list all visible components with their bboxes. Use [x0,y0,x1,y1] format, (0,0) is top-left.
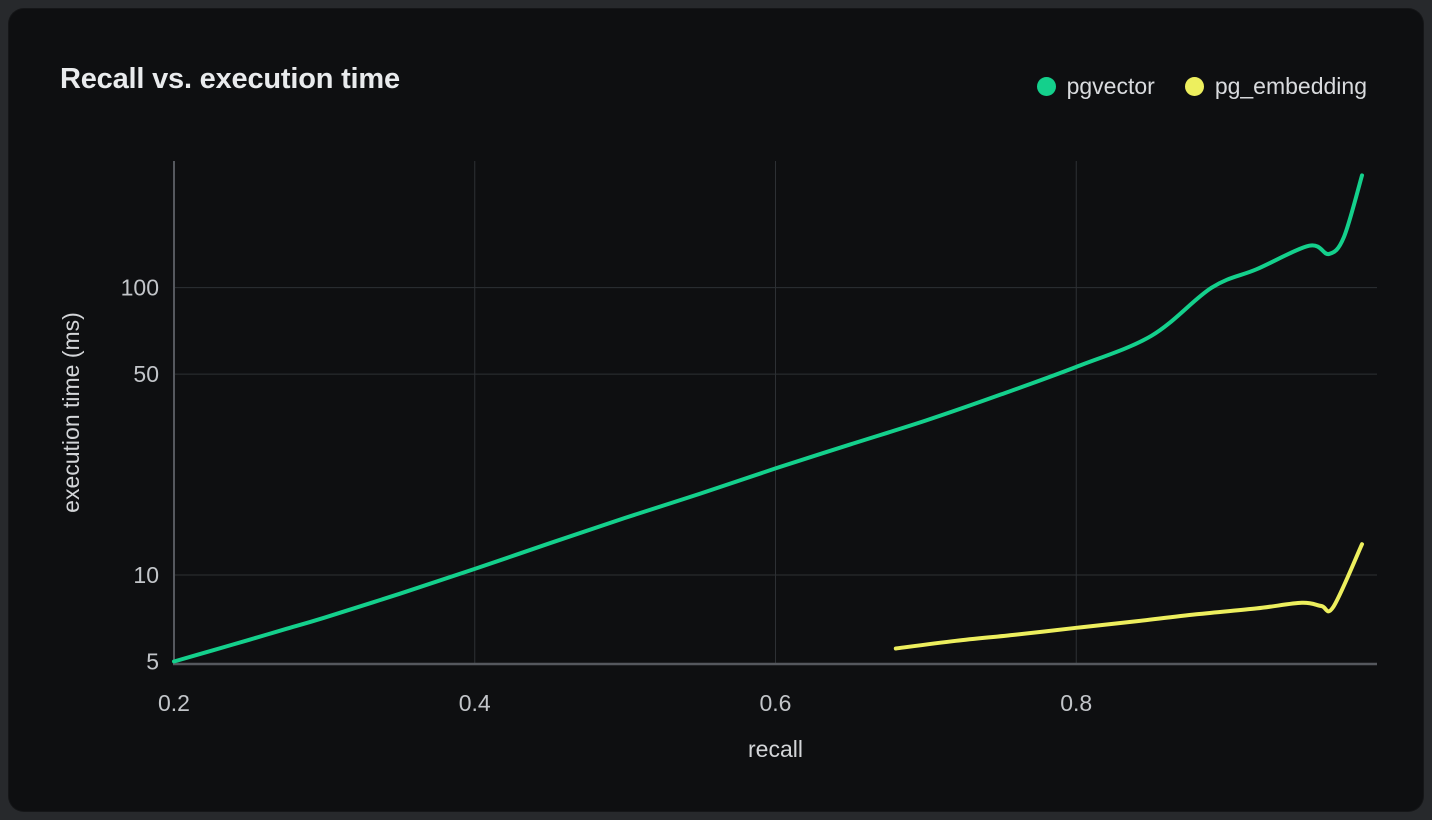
legend-item-pg-embedding[interactable]: pg_embedding [1184,73,1367,100]
x-tick-label: 0.6 [760,690,792,716]
x-tick-label: 0.8 [1060,690,1092,716]
legend-swatch-pg-embedding-icon [1184,77,1204,96]
legend-label-pg-embedding: pg_embedding [1214,73,1367,99]
legend: pgvector pg_embedding [1036,73,1367,100]
x-tick-label: 0.2 [158,690,190,716]
series-line-pg_embedding [893,542,1364,651]
y-tick-label: 5 [146,648,159,674]
y-tick-label: 50 [133,361,159,387]
legend-swatch-pgvector-icon [1036,77,1056,96]
series-line-pgvector [172,173,1364,664]
legend-item-pgvector[interactable]: pgvector [1036,73,1155,100]
y-tick-label: 100 [121,275,159,301]
y-axis-title: execution time (ms) [58,312,84,513]
legend-label-pgvector: pgvector [1066,73,1155,99]
x-axis-title: recall [748,736,803,762]
x-tick-label: 0.4 [459,690,491,716]
chart-title: Recall vs. execution time [60,63,400,95]
chart-card: 5 10 50 100 0.2 0.4 0.6 0.8 recall execution time… [8,8,1424,812]
chart-plot-area: 5 10 50 100 0.2 0.4 0.6 0.8 recall execution time… [58,161,1377,762]
y-tick-label: 10 [133,562,159,588]
